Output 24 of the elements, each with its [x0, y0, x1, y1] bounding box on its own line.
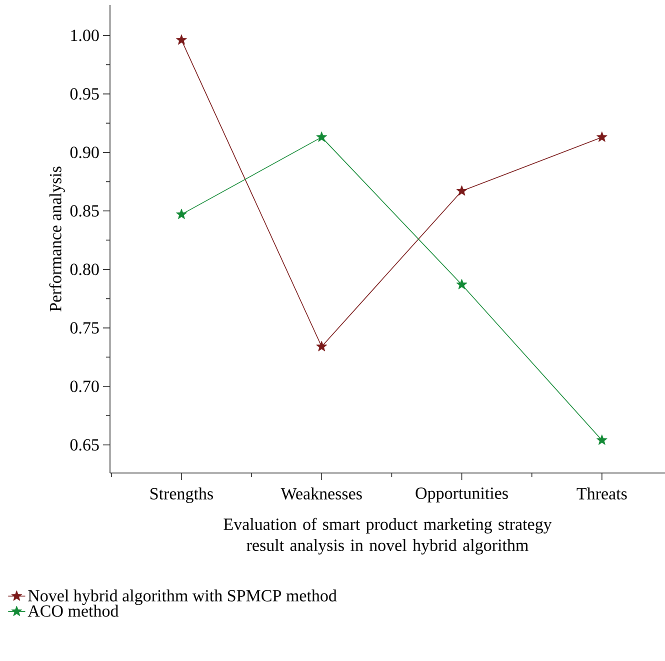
- legend-label: ACO method: [28, 604, 119, 617]
- x-axis-title: Evaluation of smart product marketing strategy result analysis in novel hybrid algorithm: [224, 518, 552, 554]
- point: [176, 34, 187, 45]
- point: [176, 208, 187, 220]
- x-tick-label: Threats: [576, 488, 627, 500]
- point: [456, 185, 468, 196]
- y-tick-label: 0.95: [70, 88, 99, 100]
- y-tick-label: 0.65: [70, 439, 99, 451]
- x-tick-label: Weaknesses: [280, 488, 362, 500]
- point: [316, 340, 328, 352]
- y-tick-label: 1.00: [71, 30, 99, 42]
- point: [596, 132, 608, 142]
- y-axis-title: Performance analysis: [49, 166, 65, 312]
- y-tick-label: 0.85: [70, 205, 99, 217]
- point: [596, 434, 608, 445]
- x-tick-label: Strengths: [150, 488, 213, 503]
- x-tick-label: Opportunities: [416, 488, 508, 502]
- legend-label: Novel hybrid algorithm with SPMCP method: [28, 590, 337, 605]
- point: [456, 278, 468, 290]
- point: [316, 132, 328, 142]
- y-tick-label: 0.70: [70, 380, 99, 392]
- y-tick-label: 0.90: [70, 146, 99, 158]
- y-tick-label: 0.80: [70, 264, 99, 276]
- y-tick-label: 0.75: [70, 322, 99, 334]
